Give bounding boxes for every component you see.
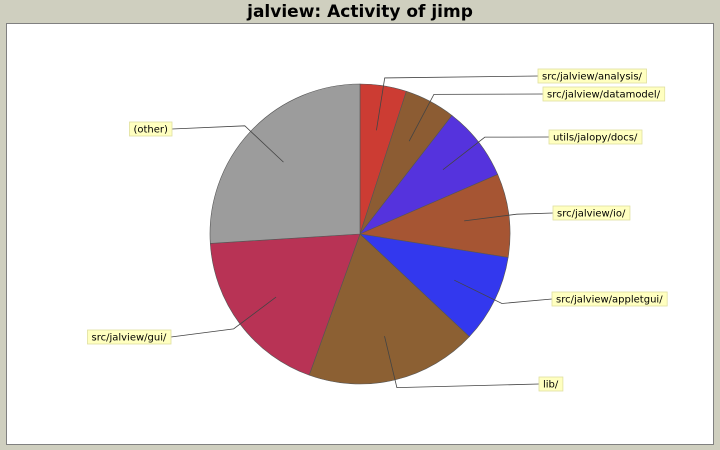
label-box — [551, 291, 668, 307]
pie-slice — [209, 83, 361, 244]
slice-label: src/jalview/datamodel/ — [542, 86, 666, 102]
label-leader-line — [454, 279, 553, 304]
slice-label: src/jalview/analysis/ — [537, 68, 647, 84]
label-leader-line — [464, 212, 554, 222]
label-leader-line — [171, 125, 284, 163]
svg-text:src/jalview/gui/: src/jalview/gui/ — [91, 333, 167, 344]
slice-label: utils/jalopy/docs/ — [548, 129, 643, 145]
label-box — [129, 121, 173, 137]
label-leader-line — [376, 75, 539, 131]
label-box — [548, 129, 643, 145]
label-box — [537, 68, 647, 84]
slice-label: src/jalview/appletgui/ — [551, 291, 668, 307]
svg-text:src/jalview/analysis/: src/jalview/analysis/ — [542, 72, 643, 83]
svg-text:lib/: lib/ — [543, 380, 559, 391]
svg-text:src/jalview/datamodel/: src/jalview/datamodel/ — [547, 90, 661, 101]
slice-label: (other) — [129, 121, 173, 137]
label-box — [87, 329, 172, 345]
svg-text:(other): (other) — [133, 125, 168, 136]
label-box — [538, 376, 564, 392]
svg-text:utils/jalopy/docs/: utils/jalopy/docs/ — [553, 133, 638, 144]
label-leader-line — [408, 93, 544, 142]
label-leader-line — [384, 336, 540, 389]
label-leader-line — [170, 296, 277, 338]
chart-title: jalview: Activity of jimp — [247, 2, 473, 22]
slice-label: lib/ — [538, 376, 564, 392]
slice-label: src/jalview/gui/ — [87, 329, 172, 345]
slice-label: src/jalview/io/ — [552, 205, 631, 221]
label-box — [542, 86, 666, 102]
svg-text:src/jalview/appletgui/: src/jalview/appletgui/ — [556, 295, 663, 306]
label-box — [552, 205, 631, 221]
svg-text:src/jalview/io/: src/jalview/io/ — [557, 209, 626, 220]
label-leader-line — [442, 136, 550, 170]
